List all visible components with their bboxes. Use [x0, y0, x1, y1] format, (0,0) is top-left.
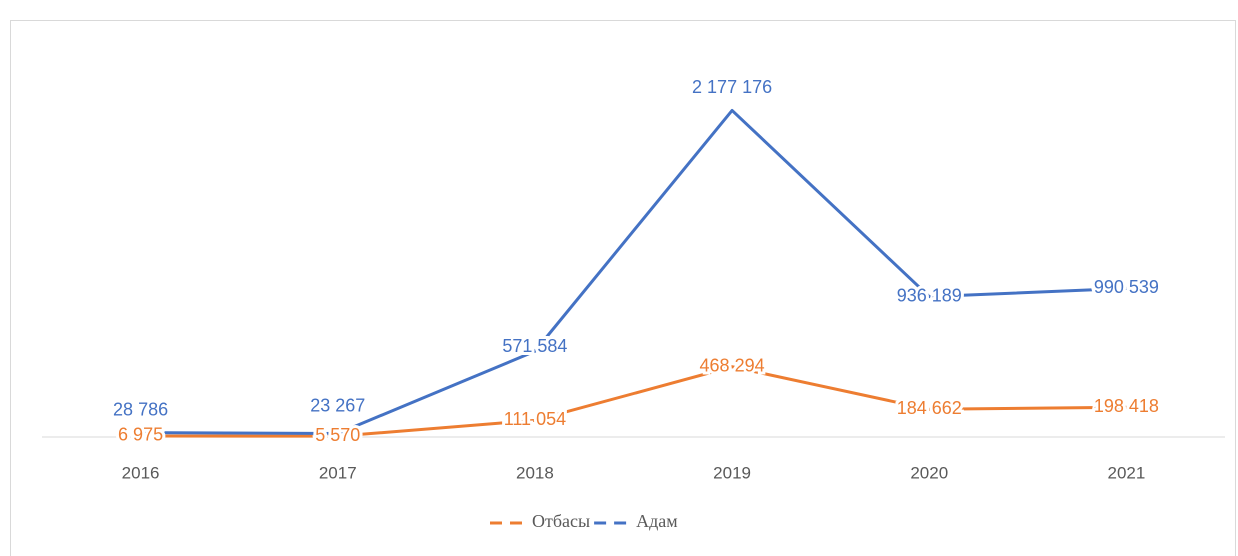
x-tick-label: 2020: [910, 463, 948, 482]
data-label: 468 294: [700, 356, 765, 376]
data-label: 23 267: [310, 395, 365, 415]
data-label: 990 539: [1094, 277, 1159, 297]
data-label: 111 054: [504, 409, 566, 429]
chart-frame: [10, 20, 1236, 556]
data-label: 28 786: [113, 399, 168, 419]
data-label: 5 570: [315, 425, 360, 445]
x-tick-label: 2021: [1108, 463, 1146, 482]
x-tick-label: 2019: [713, 463, 751, 482]
data-label: 936 189: [897, 285, 962, 305]
x-tick-label: 2017: [319, 463, 357, 482]
data-label: 571 584: [502, 336, 567, 356]
x-tick-label: 2018: [516, 463, 554, 482]
legend-label: Отбасы: [532, 511, 590, 531]
series-line: [140, 365, 1127, 438]
legend-label: Адам: [636, 511, 678, 531]
data-label: 6 975: [118, 425, 163, 445]
series-line: [140, 108, 1127, 436]
data-label: 184 662: [897, 398, 962, 418]
data-label: 2 177 176: [692, 77, 772, 97]
data-label: 198 418: [1094, 396, 1159, 416]
x-tick-label: 2016: [122, 463, 160, 482]
